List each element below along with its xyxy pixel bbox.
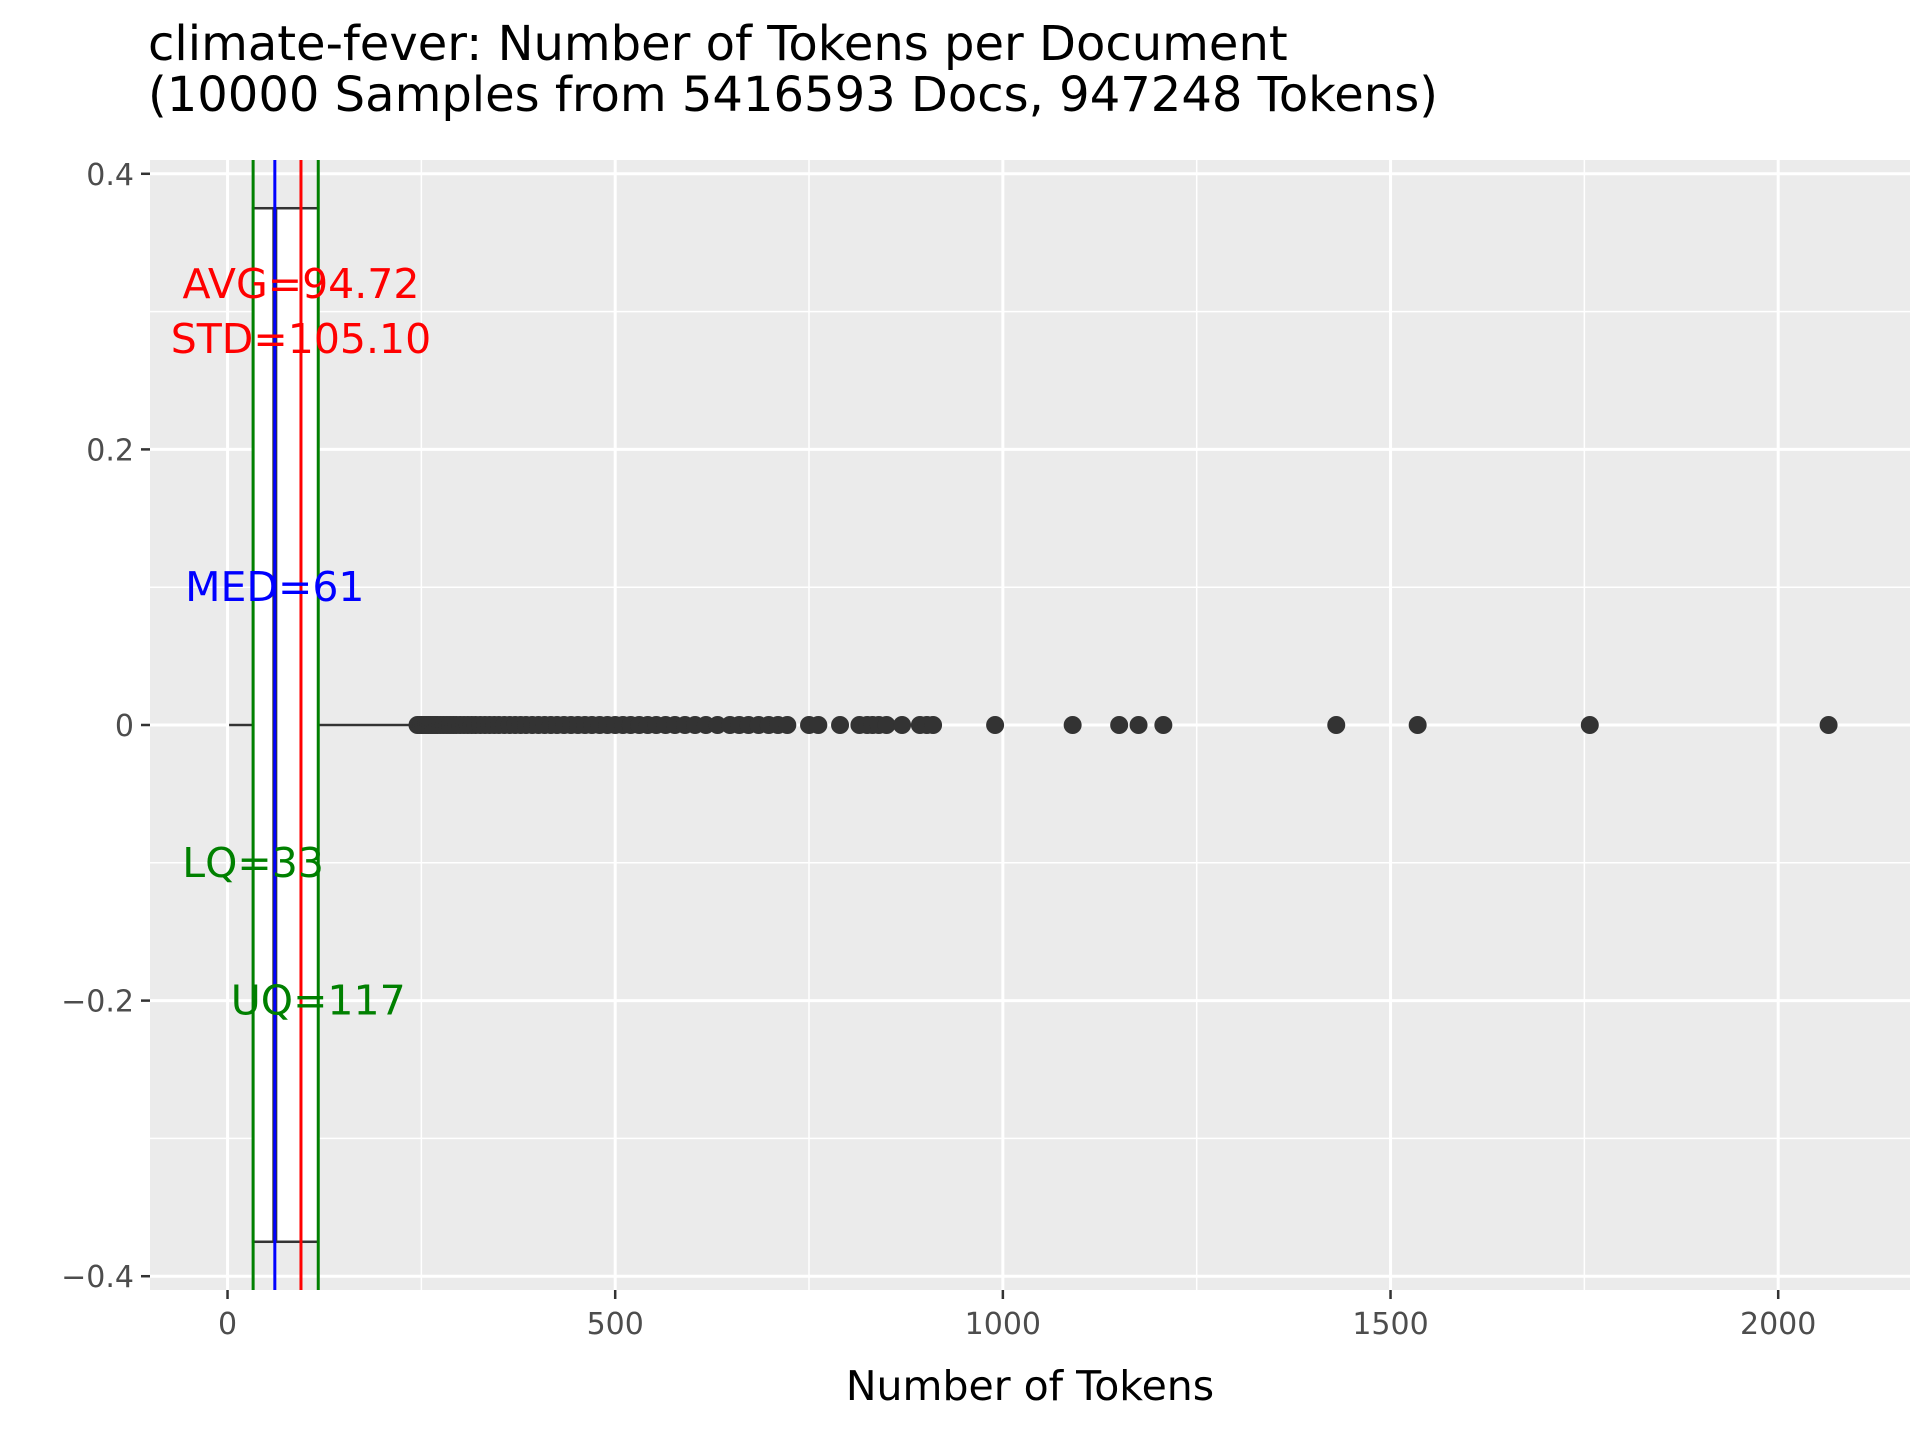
outlier-points [408,716,1838,734]
outlier-point [924,716,943,734]
annotation-med: MED=61 [185,563,364,611]
box-body [251,206,320,1244]
reference-lines [251,160,320,1290]
outlier-point [831,716,850,734]
outlier-point [877,716,896,734]
chart-subtitle: (10000 Samples from 5416593 Docs, 947248… [148,67,1438,123]
chart-title: climate-fever: Number of Tokens per Docu… [148,16,1288,72]
x-tick-label: 1000 [965,1307,1041,1342]
x-tick-label: 500 [587,1307,644,1342]
annotation-std: STD=105.10 [171,315,431,363]
annotation-avg: AVG=94.72 [182,260,419,308]
outlier-point [778,716,797,734]
annotations: AVG=94.72 STD=105.10 MED=61 LQ=33 UQ=117 [171,260,431,1025]
outlier-point [986,716,1005,734]
outlier-point [1129,716,1148,734]
outlier-point [1819,716,1838,734]
outlier-point [1408,716,1427,734]
outlier-point [708,716,727,734]
outlier-point [1327,716,1346,734]
y-tick-label: 0.2 [86,433,134,468]
annotation-lq: LQ=33 [182,839,324,887]
outlier-point [893,716,912,734]
y-tick-label: −0.4 [61,1260,134,1295]
x-tick-label: 0 [218,1307,237,1342]
y-tick-label: 0.4 [86,158,134,193]
boxplot [229,206,416,1244]
x-axis-label: Number of Tokens [846,1362,1214,1410]
outlier-point [1580,716,1599,734]
outlier-point [1154,716,1173,734]
outlier-point [809,716,828,734]
y-tick-label: −0.2 [61,985,134,1020]
outlier-point [1110,716,1129,734]
axes: 0 500 1000 1500 2000 −0.4 −0.2 0 0.2 0.4 [61,158,1816,1342]
y-tick-label: 0 [115,709,134,744]
x-tick-label: 1500 [1352,1307,1428,1342]
outlier-point [1063,716,1082,734]
x-tick-label: 2000 [1740,1307,1816,1342]
annotation-uq: UQ=117 [231,977,406,1025]
